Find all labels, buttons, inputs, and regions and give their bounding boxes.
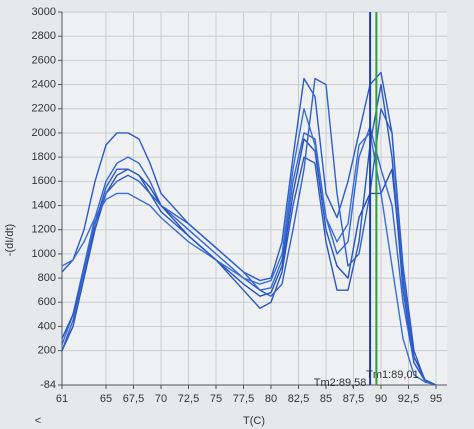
x-axis-label: T(C): [243, 415, 265, 427]
x-tick-label: 80: [265, 393, 277, 405]
y-tick-label: 1200: [32, 224, 56, 236]
y-tick-label: 600: [38, 296, 56, 308]
y-tick-label: 1400: [32, 199, 56, 211]
y-tick-label: 1800: [32, 151, 56, 163]
y-tick-label: 1000: [32, 248, 56, 260]
y-tick-label: 200: [38, 345, 56, 357]
tm-label: Tm2:89,58: [314, 377, 367, 389]
x-tick-label: 75: [210, 393, 222, 405]
x-tick-label: 90: [375, 393, 387, 405]
curve: [61, 138, 437, 386]
x-tick-label: 82,5: [288, 393, 309, 405]
y-tick-label: 800: [38, 272, 56, 284]
y-tick-label: 1600: [32, 175, 56, 187]
x-tick-label: 67,5: [123, 393, 144, 405]
x-tick-label: 72,5: [178, 393, 199, 405]
curve: [61, 83, 437, 386]
x-tick-label: 65: [100, 393, 112, 405]
x-tick-label: 85: [320, 393, 332, 405]
y-tick-label: 2800: [32, 30, 56, 42]
y-tick-label: 2000: [32, 127, 56, 139]
x-tick-label: 61: [56, 393, 68, 405]
x-tick-label: 92,5: [398, 393, 419, 405]
x-tick-label: 70: [155, 393, 167, 405]
curve: [61, 71, 437, 386]
x-tick-label: 87,5: [343, 393, 364, 405]
scroll-arrow[interactable]: <: [35, 415, 41, 427]
y-tick-label: -84: [40, 379, 56, 391]
y-tick-label: 2600: [32, 54, 56, 66]
plot-area: [62, 12, 447, 385]
y-tick-label: 400: [38, 320, 56, 332]
y-tick-label: 2400: [32, 78, 56, 90]
y-axis-label: -(dI/dt): [4, 224, 16, 256]
y-tick-label: 3000: [32, 6, 56, 18]
curve: [61, 108, 437, 386]
curve: [61, 126, 437, 386]
x-tick-label: 77,5: [233, 393, 254, 405]
tm-label: Tm1:89,01: [366, 369, 419, 381]
curve: [61, 77, 437, 386]
y-tick-label: 2200: [32, 103, 56, 115]
x-tick-label: 95: [430, 393, 442, 405]
